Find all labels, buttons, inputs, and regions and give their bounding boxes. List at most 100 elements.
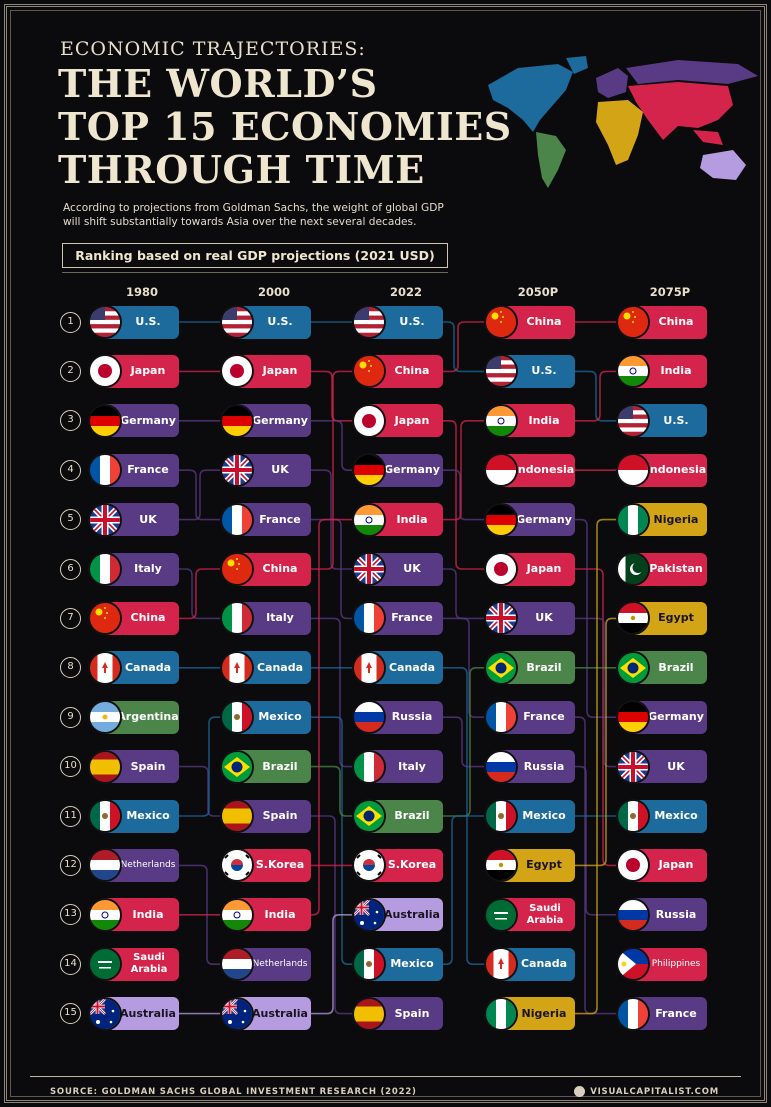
rank-badge: 2 — [60, 360, 81, 382]
country-name: Mexico — [126, 809, 170, 822]
country-name: India — [396, 512, 428, 526]
country-name: Canada — [256, 660, 304, 674]
decorative-border — [4, 4, 767, 1103]
flag-icon-spain — [222, 801, 252, 831]
flag-icon-indonesia — [618, 455, 648, 486]
country-name: Canada — [124, 660, 172, 674]
country-name: Italy — [134, 562, 162, 575]
country-name: Philippines — [651, 959, 701, 970]
country-name: U.S. — [399, 315, 425, 328]
flag-icon-france — [222, 504, 252, 535]
ranking-note: Ranking based on real GDP projections (2… — [62, 243, 448, 268]
connector-russia — [575, 765, 618, 916]
country-name: France — [523, 710, 565, 724]
flag-icon-u-s — [354, 307, 384, 337]
connector-mexico — [179, 716, 222, 817]
country-name: India — [264, 907, 296, 921]
country-name: Brazil — [526, 660, 562, 674]
world-map-icon — [488, 56, 758, 188]
flag-icon-india — [486, 405, 516, 436]
country-name: Germany — [516, 512, 572, 526]
brand: VISUALCAPITALIST.COM — [574, 1086, 719, 1097]
flag-icon-mexico — [486, 801, 516, 831]
connector-italy — [179, 568, 222, 620]
flag-icon-russia — [354, 702, 384, 733]
year-label: 2050P — [517, 285, 559, 299]
country-name: China — [262, 562, 298, 575]
country-name: Indonesia — [513, 463, 575, 477]
connector-nigeria — [575, 518, 618, 1015]
country-name: Mexico — [654, 809, 698, 822]
flag-icon-brazil — [486, 652, 516, 683]
flag-icon-china — [486, 307, 516, 337]
country-pill-mexico: Mexico — [237, 700, 311, 734]
flag-icon-uk — [222, 455, 252, 486]
flag-icon-australia — [90, 998, 120, 1029]
country-name: China — [526, 315, 562, 328]
country-pill-germany: Germany — [105, 404, 179, 438]
rank-badge: 7 — [60, 607, 81, 629]
country-name: U.S. — [267, 315, 293, 328]
source-note: SOURCE: GOLDMAN SACHS GLOBAL INVESTMENT … — [50, 1087, 417, 1097]
rank-badge: 6 — [60, 558, 81, 580]
rank-badge: 8 — [60, 657, 81, 679]
country-name: Brazil — [394, 809, 430, 822]
connector-china — [179, 568, 222, 620]
flag-icon-canada — [222, 652, 252, 683]
country-name: Germany — [252, 413, 308, 427]
country-name: Italy — [266, 611, 294, 625]
rank-badge: 5 — [60, 509, 81, 531]
flag-icon-spain — [354, 998, 384, 1029]
country-name: Brazil — [658, 660, 694, 674]
connector-france — [443, 617, 486, 718]
country-pill-mexico: Mexico — [369, 947, 443, 981]
country-name: Mexico — [390, 957, 434, 971]
country-pill-russia: Russia — [501, 750, 575, 784]
flag-icon-germany — [486, 504, 516, 535]
connector-india — [575, 370, 618, 422]
flag-icon-u-s — [486, 356, 516, 387]
map-australia — [700, 150, 746, 180]
map-greenland — [566, 56, 588, 74]
country-pill-s-korea: S.Korea — [237, 848, 311, 882]
country-name: Indonesia — [645, 463, 707, 477]
flag-icon-china — [90, 603, 120, 634]
map-asia — [628, 82, 733, 140]
flag-icon-australia — [354, 899, 384, 930]
flag-icon-china — [354, 356, 384, 387]
country-name: UK — [535, 611, 553, 625]
connector-india — [443, 420, 486, 521]
rank-badge: 4 — [60, 459, 81, 481]
connector-russia — [443, 716, 486, 768]
country-pill-germany: Germany — [237, 404, 311, 438]
country-name: France — [259, 512, 301, 526]
flag-icon-japan — [486, 554, 516, 584]
country-pill-canada: Canada — [369, 651, 443, 685]
flag-icon-brazil — [354, 801, 384, 831]
country-pill-japan: Japan — [633, 848, 707, 882]
flag-icon-saudi-arabia — [90, 949, 120, 980]
inner-border — [10, 10, 761, 1097]
connector-germany — [443, 469, 486, 521]
page-title: THE WORLD’S TOP 15 ECONOMIES THROUGH TIM… — [58, 62, 512, 191]
country-name: Saudi Arabia — [526, 902, 564, 926]
flag-icon-germany — [618, 702, 648, 733]
country-name: Japan — [262, 364, 298, 378]
map-se-asia — [693, 130, 723, 145]
flag-icon-brazil — [222, 751, 252, 782]
country-name: Saudi Arabia — [130, 952, 168, 976]
connector-brazil — [311, 765, 354, 817]
country-name: Australia — [120, 1006, 176, 1020]
country-name: China — [394, 364, 430, 378]
flag-icon-netherlands — [222, 949, 252, 980]
flag-icon-india — [222, 899, 252, 930]
country-name: Spain — [394, 1006, 430, 1020]
country-name: Japan — [526, 562, 562, 575]
connector-brazil — [443, 667, 486, 817]
flag-icon-france — [486, 702, 516, 733]
flag-icon-philippines — [618, 949, 648, 980]
flag-icon-france — [354, 603, 384, 634]
flag-icon-s-korea — [354, 850, 384, 881]
flag-icon-japan — [222, 356, 252, 387]
